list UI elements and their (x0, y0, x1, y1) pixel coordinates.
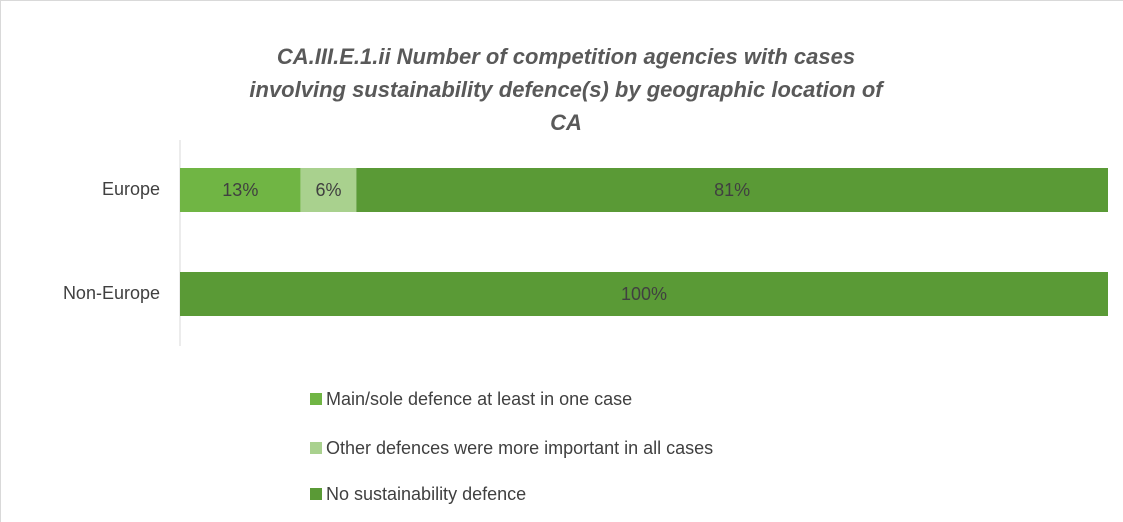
data-label: 6% (315, 180, 341, 200)
bar-segment (356, 168, 1108, 212)
legend-swatch (310, 393, 322, 405)
data-label: 81% (714, 180, 750, 200)
legend-label: No sustainability defence (326, 484, 526, 504)
bar-segment (180, 168, 301, 212)
y-tick-label: Non-Europe (63, 283, 160, 303)
legend-label: Main/sole defence at least in one case (326, 389, 632, 409)
bar-segment (180, 272, 1108, 316)
chart-title: CA.III.E.1.ii Number of competition agen… (249, 44, 883, 135)
legend-swatch (310, 488, 322, 500)
data-label: 13% (222, 180, 258, 200)
y-tick-label: Europe (102, 179, 160, 199)
data-label: 100% (621, 284, 667, 304)
legend-swatch (310, 442, 322, 454)
legend-label: Other defences were more important in al… (326, 438, 713, 458)
bar-segment (300, 168, 357, 212)
